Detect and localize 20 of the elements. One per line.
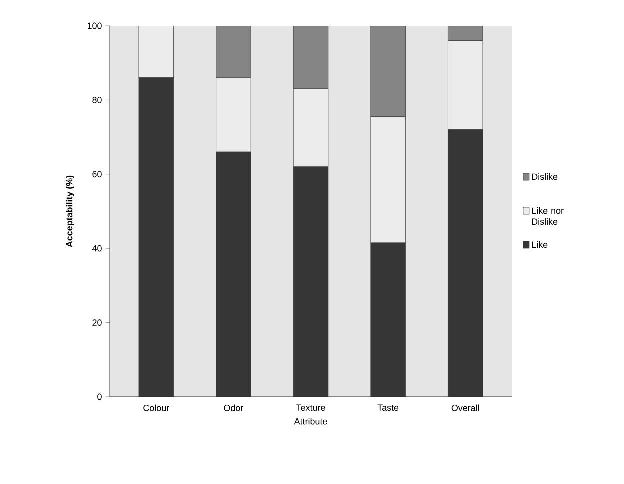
y-tick-label: 40 <box>92 245 102 252</box>
y-tick-label: 100 <box>88 22 102 30</box>
bar <box>216 26 252 78</box>
legend-label: Like <box>532 241 548 248</box>
x-tick-label: Overall <box>452 404 480 412</box>
bar <box>448 26 484 42</box>
bar <box>370 26 406 118</box>
bar <box>293 26 329 90</box>
legend-label: Like nor Dislike <box>532 207 564 226</box>
x-axis-title: Attribute <box>294 418 328 425</box>
y-tick-label: 60 <box>92 171 102 178</box>
x-tick-label: Colour <box>144 404 170 412</box>
y-tick-label: 80 <box>92 97 102 104</box>
x-tick-label: Texture <box>296 404 326 412</box>
x-tick-label: Odor <box>224 404 244 412</box>
y-tick-label: 20 <box>92 320 102 326</box>
y-tick-label: 0 <box>98 394 102 400</box>
legend-label: Dislike <box>532 174 558 180</box>
y-axis-title: Acceptability (%) <box>66 176 74 248</box>
x-tick-label: Taste <box>378 404 399 412</box>
